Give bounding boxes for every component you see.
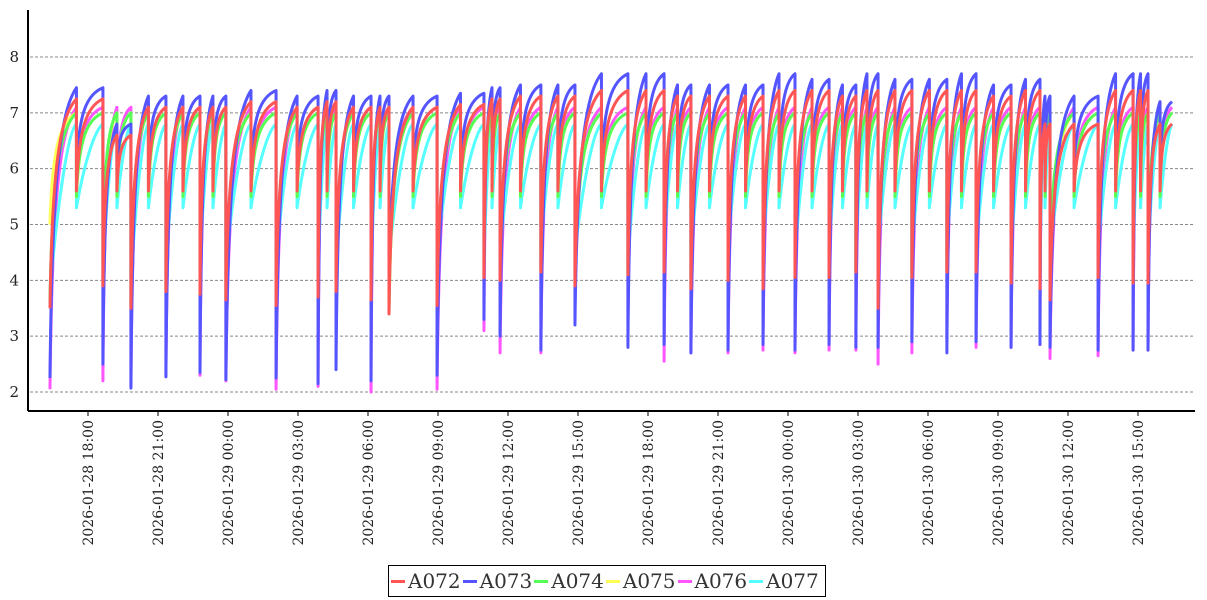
line-chart: 2 3 4 5 6 7 8 2026-01-28 18:00 2026-01-28 21:00… [9,10,1195,546]
x-tick-label: 2026-01-30 06:00 [921,420,937,546]
legend-item-a074: A074 [534,569,604,593]
x-tick-labels: 2026-01-28 18:00 2026-01-28 21:00 2026-01-… [81,411,1147,546]
legend-item-a076: A076 [677,569,748,593]
x-tick-label: 2026-01-29 12:00 [501,420,517,546]
legend-item-a077: A077 [749,569,819,593]
y-tick-labels: 2 3 4 5 6 7 8 [9,48,19,401]
y-tick-label: 7 [9,104,19,122]
series-lines [48,72,1174,394]
y-tick-label: 6 [9,160,19,178]
legend-swatch [677,579,692,583]
y-tick-label: 2 [9,383,19,401]
x-tick-label: 2026-01-29 18:00 [641,420,657,546]
legend-swatch [605,579,620,583]
x-tick-label: 2026-01-30 09:00 [991,420,1007,546]
legend-label: A077 [766,569,819,593]
series-line-a077 [48,122,1174,292]
x-tick-label: 2026-01-29 15:00 [571,420,587,546]
legend-label: A072 [408,569,461,593]
x-tick-label: 2026-01-29 09:00 [431,420,447,546]
legend-item-a073: A073 [462,569,533,593]
legend-label: A073 [479,569,533,593]
x-tick-label: 2026-01-30 00:00 [781,420,797,546]
legend-label: A076 [694,569,748,593]
series-line-a072 [48,88,1174,316]
legend-label: A074 [551,569,604,593]
x-tick-label: 2026-01-28 21:00 [151,420,167,546]
legend-label: A075 [622,569,676,593]
x-tick-label: 2026-01-29 06:00 [361,420,377,546]
y-tick-label: 4 [9,271,19,289]
legend-swatch [462,579,477,583]
legend-item-a075: A075 [605,569,676,593]
x-tick-label: 2026-01-30 03:00 [851,420,867,546]
x-tick-label: 2026-01-30 12:00 [1061,420,1077,546]
legend: A072 A073 A074 A075 A076 A077 [388,565,826,597]
legend-item-a072: A072 [391,569,461,593]
y-tick-label: 5 [9,215,19,233]
x-tick-label: 2026-01-29 21:00 [711,420,727,546]
y-tick-label: 8 [9,48,19,66]
y-tick-label: 3 [9,327,19,345]
legend-swatch [534,579,549,583]
x-tick-label: 2026-01-29 03:00 [291,420,307,546]
x-tick-label: 2026-01-30 15:00 [1131,420,1147,546]
x-tick-label: 2026-01-29 00:00 [221,420,237,546]
axes [27,10,1195,412]
legend-swatch [391,579,405,583]
legend-swatch [749,579,764,583]
x-tick-label: 2026-01-28 18:00 [81,420,97,546]
